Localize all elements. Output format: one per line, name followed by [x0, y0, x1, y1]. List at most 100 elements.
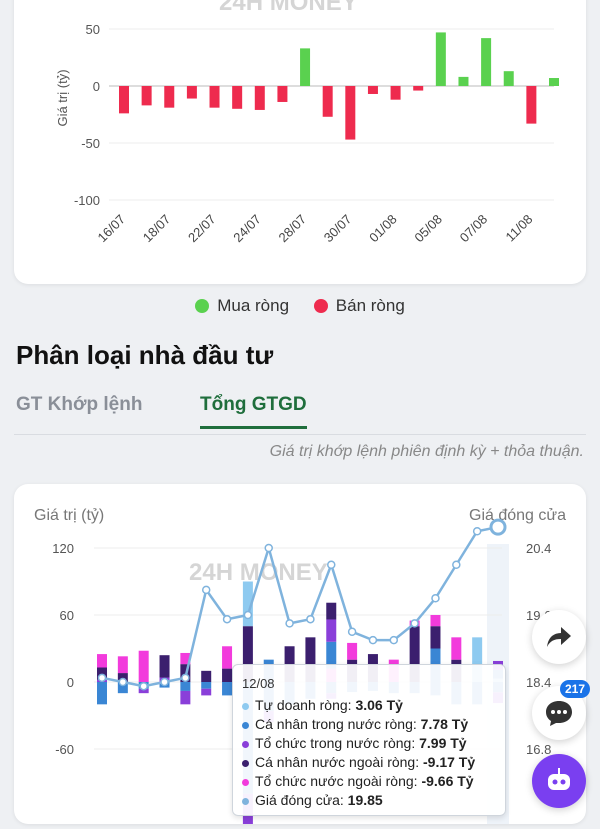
tooltip-dot [242, 797, 249, 805]
tooltip-date: 12/08 [242, 676, 275, 691]
chart1-bar [119, 86, 129, 114]
chat-icon [546, 701, 572, 726]
tooltip-dot [242, 759, 249, 767]
chart1-xtick-label: 01/08 [366, 212, 400, 246]
tab-matched-value[interactable]: GT Khớp lệnh [16, 394, 143, 415]
close-price-point [243, 610, 253, 620]
chart2-right-tick-label: 20.4 [526, 541, 551, 556]
chart1-xtick-label: 05/08 [411, 212, 445, 246]
chart1-bar [345, 86, 356, 140]
chart1-bar [322, 86, 333, 117]
close-price-point [201, 585, 211, 595]
chart2-bar-segment [326, 602, 337, 620]
chart1-bar [458, 76, 469, 86]
chart1-ylabel: Giá trị (tỷ) [55, 69, 70, 126]
tooltip-dot [242, 740, 249, 748]
close-price-point [410, 619, 419, 628]
tooltip-dot [242, 721, 249, 729]
chart2-ytick-label: 120 [52, 541, 74, 556]
chart1-xtick-label: 16/07 [95, 212, 129, 246]
legend-item-buy[interactable]: Mua ròng [195, 296, 289, 316]
close-price-point [327, 560, 336, 569]
chart2-ytick-label: 60 [60, 608, 74, 623]
chart2-bar-segment [180, 690, 191, 705]
tooltip-label: Tổ chức trong nước ròng: [255, 735, 420, 751]
chart1-watermark: 24H MONEY [219, 0, 358, 16]
robot-icon [548, 768, 570, 790]
chart2-bar-segment [117, 673, 128, 682]
chart2-bar-segment [201, 688, 212, 696]
chart2-ytick-label: -60 [55, 742, 74, 757]
chart2-bar-segment [222, 646, 233, 669]
tooltip-label: Cá nhân trong nước ròng: [255, 716, 421, 732]
chart2-right-label: Giá đóng cửa [469, 507, 566, 524]
legend-label-buy: Mua ròng [217, 296, 290, 315]
chat-button[interactable]: 217 [532, 680, 590, 740]
close-price-point [306, 614, 315, 624]
tooltip-row: Tổ chức nước ngoài ròng: -9.66 Tỷ [242, 773, 474, 789]
chart2-bar-segment [180, 652, 191, 665]
chart2-right-tick-label: 16.8 [526, 742, 551, 757]
chart2-bar-segment [326, 619, 337, 642]
chart1-bar [549, 78, 559, 86]
tab-total-value[interactable]: Tổng GTGD [200, 394, 307, 429]
chart1-xtick-label: 30/07 [321, 212, 355, 246]
tooltip-label: Tự doanh ròng: [255, 697, 356, 713]
section-title: Phân loại nhà đầu tư [16, 340, 274, 370]
chart2-bar-segment [242, 626, 253, 682]
share-button[interactable] [532, 610, 586, 664]
chart1-ytick-label: 50 [86, 22, 100, 37]
tooltip-value: 3.06 Tỷ [355, 697, 403, 713]
chart2-bar-segment [242, 581, 253, 627]
close-price-point [431, 594, 440, 603]
tooltip-row: Giá đóng cửa: 19.85 [242, 792, 383, 808]
close-price-point [118, 677, 128, 687]
chart1-xtick-label: 18/07 [140, 212, 174, 246]
chart2-left-label: Giá trị (tỷ) [34, 507, 104, 524]
tooltip-label: Giá đóng cửa: [255, 792, 348, 808]
close-price-point [368, 635, 378, 645]
close-price-point [489, 518, 507, 536]
chart2-right-tick-label: 18.4 [526, 675, 551, 690]
chart2-bar-segment [117, 656, 128, 674]
chart1-legend: Mua ròng Bán ròng [0, 296, 600, 318]
chart2-bar-segment [97, 667, 107, 677]
close-price-point [347, 627, 357, 636]
legend-item-sell[interactable]: Bán ròng [313, 296, 405, 316]
chart1-xtick-label: 22/07 [185, 212, 219, 246]
tooltip-label: Cá nhân nước ngoài ròng: [255, 754, 423, 770]
chart1-xtick-label: 28/07 [276, 212, 310, 246]
tooltip-row: Tự doanh ròng: 3.06 Tỷ [242, 697, 403, 713]
legend-dot-sell [313, 299, 328, 313]
chart1-bar [209, 86, 220, 108]
chart1-bar [232, 86, 243, 109]
chart2-bar-segment [201, 682, 212, 689]
investor-chart-card: Giá trị (tỷ) Giá đóng cửa 120 60 0 -60 20.4 19.… [14, 484, 586, 829]
chart1-xtick-label: 11/08 [503, 212, 536, 245]
close-price-point [472, 527, 482, 536]
chart2-bar-segment [201, 670, 212, 682]
chart2-bar-segment [326, 641, 337, 669]
legend-dot-buy [195, 299, 210, 313]
chart1-bar [481, 38, 492, 86]
tooltip-row: Cá nhân nước ngoài ròng: -9.17 Tỷ [242, 754, 475, 770]
assistant-button[interactable] [532, 754, 586, 808]
chart2-bar-segment [409, 626, 420, 682]
chart2-bar-segment [430, 615, 441, 627]
chart2-bar-segment [222, 668, 233, 682]
chat-badge: 217 [559, 680, 590, 698]
chart1-xtick-label: 07/08 [457, 212, 491, 246]
chart1-bar [186, 86, 197, 99]
chart2-bar-segment [347, 642, 358, 660]
tooltip-value: -9.66 Tỷ [421, 773, 474, 789]
legend-label-sell: Bán ròng [335, 296, 405, 315]
close-price-point [97, 673, 107, 683]
chart1-ytick-label: -100 [74, 193, 100, 208]
tooltip-dot [242, 702, 249, 710]
close-price-point [285, 619, 294, 628]
chart2-bar-segment [97, 682, 107, 705]
chart2-bar-segment [138, 650, 149, 682]
chart1-bar [503, 71, 514, 86]
net-trade-chart: Giá trị (tỷ) 50 0 -50 -100 24H MONEY 16/07 18/0… [55, 0, 559, 246]
close-price-point [264, 543, 273, 553]
